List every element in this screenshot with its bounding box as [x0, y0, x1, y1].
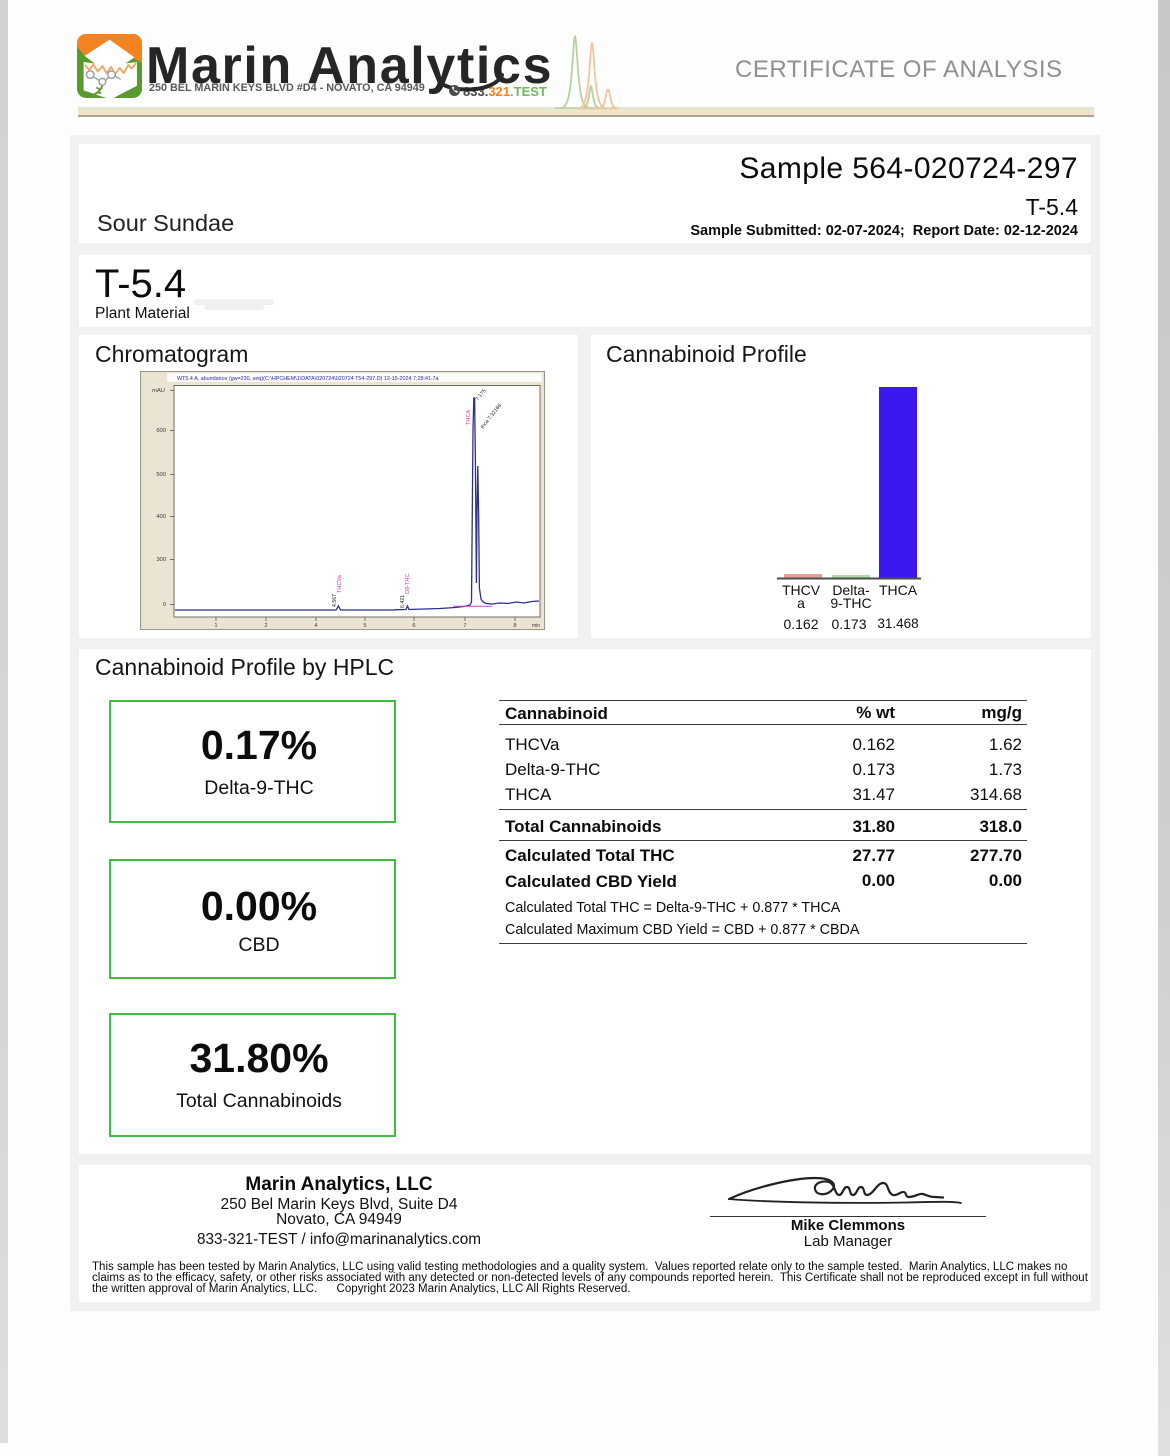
svg-text:D9-THC: D9-THC	[405, 573, 411, 594]
svg-text:7: 7	[463, 623, 466, 629]
svg-text:5: 5	[363, 623, 366, 629]
svg-text:6: 6	[412, 623, 415, 629]
svg-text:400: 400	[156, 514, 166, 520]
svg-text:300: 300	[156, 557, 166, 563]
svg-text:0: 0	[163, 602, 166, 608]
svg-text:min: min	[532, 623, 540, 629]
svg-text:1: 1	[214, 623, 217, 629]
svg-text:mAU: mAU	[152, 388, 165, 394]
svg-text:THCVa: THCVa	[337, 574, 343, 593]
svg-text:2: 2	[264, 623, 267, 629]
svg-text:WT5.4 A, abundance (gw=230, se: WT5.4 A, abundance (gw=230, seq)(C:\HPCH…	[177, 376, 438, 382]
svg-text:4.567: 4.567	[332, 594, 338, 607]
svg-text:8: 8	[513, 623, 516, 629]
svg-text:6.421: 6.421	[400, 595, 406, 608]
svg-text:THCA: THCA	[466, 410, 472, 425]
svg-text:4: 4	[314, 623, 318, 629]
svg-text:500: 500	[156, 472, 166, 478]
svg-text:600: 600	[156, 428, 166, 434]
